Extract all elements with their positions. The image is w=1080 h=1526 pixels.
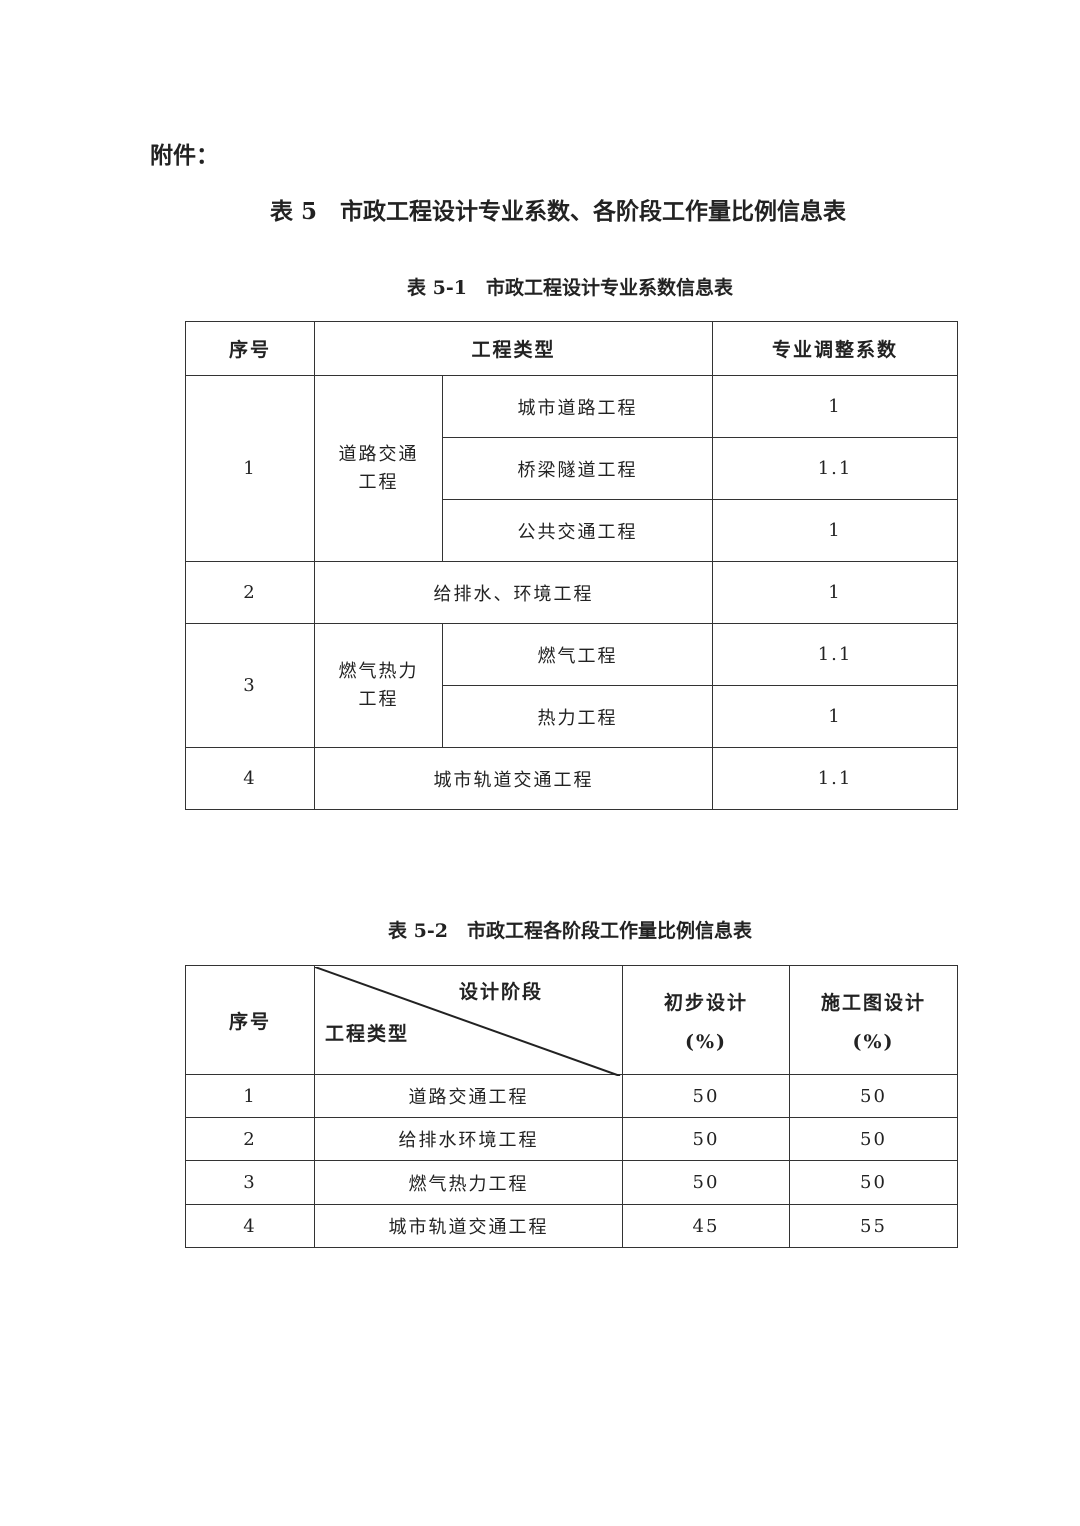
diagonal-line — [315, 966, 621, 1076]
header-no: 序号 — [185, 321, 315, 376]
cell-coef: 1.1 — [712, 623, 959, 686]
header-type: 工程类型 — [313, 321, 714, 376]
cell-coef: 1.1 — [712, 747, 959, 810]
table-row: 4 城市轨道交通工程 1.1 — [185, 747, 959, 810]
table-row: 3 燃气热力工程 燃气工程 1.1 — [185, 623, 959, 748]
cell-prelim: 50 — [622, 1117, 790, 1161]
cell-name: 热力工程 — [441, 685, 714, 748]
main-title: 表 5 市政工程设计专业系数、各阶段工作量比例信息表 — [269, 198, 846, 225]
attachment-label: 附件： — [150, 142, 219, 169]
header-prelim: 初步设计 (%) — [622, 965, 790, 1075]
table-row: 2 给排水、环境工程 1 — [185, 561, 959, 624]
cell-no: 3 — [185, 623, 315, 748]
table-row: 热力工程 1 — [186, 685, 959, 748]
table-row: 3 燃气热力工程 50 50 — [185, 1160, 958, 1205]
cell-construction: 50 — [789, 1117, 958, 1161]
cell-coef: 1.1 — [712, 437, 959, 500]
table-header-row: 序号 设计阶段 工程类型 初步设计 (%) 施工图设计 (%) — [185, 965, 958, 1076]
cell-coef: 1 — [712, 561, 959, 624]
cell-no: 2 — [185, 1117, 315, 1161]
cell-category: 燃气热力工程 — [314, 623, 443, 748]
cell-name: 道路交通工程 — [314, 1074, 623, 1118]
header-diagonal-cell: 设计阶段 工程类型 — [314, 965, 623, 1076]
table-row: 1 道路交通工程 城市道路工程 1 — [185, 375, 959, 562]
cell-no: 3 — [185, 1160, 315, 1205]
header-prelim-label: 初步设计 — [663, 991, 748, 1014]
cell-construction: 50 — [789, 1160, 958, 1205]
cell-no: 1 — [185, 375, 315, 562]
cell-name: 桥梁隧道工程 — [441, 437, 714, 500]
cell-no: 1 — [185, 1074, 315, 1118]
header-prelim-unit: (%) — [684, 1030, 728, 1053]
cell-prelim: 50 — [622, 1160, 790, 1205]
cell-name: 燃气工程 — [441, 623, 714, 686]
stage-ratio-table: 序号 设计阶段 工程类型 初步设计 (%) 施工图设计 (%) 1 道路交通工程 5… — [185, 965, 958, 1248]
category-text: 道路交通工程 — [338, 443, 419, 493]
cell-prelim: 45 — [622, 1204, 790, 1248]
table-header-row: 序号 工程类型 专业调整系数 — [185, 321, 959, 376]
cell-coef: 1 — [712, 499, 959, 562]
cell-coef: 1 — [712, 685, 959, 748]
cell-construction: 55 — [789, 1204, 958, 1248]
cell-prelim: 50 — [622, 1074, 790, 1118]
cell-name: 给排水、环境工程 — [313, 561, 714, 624]
coefficient-table: 序号 工程类型 专业调整系数 1 道路交通工程 城市道路工程 1 桥梁隧道工程 … — [185, 321, 959, 810]
table1-caption: 表 5-1 市政工程设计专业系数信息表 — [407, 277, 733, 299]
table-row: 2 给排水环境工程 50 50 — [185, 1117, 958, 1161]
header-stage: 设计阶段 — [459, 980, 544, 1003]
cell-construction: 50 — [789, 1074, 958, 1118]
cell-name: 城市轨道交通工程 — [313, 747, 714, 810]
cell-name: 燃气热力工程 — [314, 1160, 623, 1205]
cell-name: 城市轨道交通工程 — [314, 1204, 623, 1248]
cell-coef: 1 — [712, 375, 959, 438]
table-row: 桥梁隧道工程 1.1 — [186, 437, 959, 500]
table2-caption: 表 5-2 市政工程各阶段工作量比例信息表 — [388, 920, 752, 942]
header-coef: 专业调整系数 — [712, 321, 959, 376]
cell-name: 公共交通工程 — [441, 499, 714, 562]
cell-no: 2 — [185, 561, 315, 624]
header-construction: 施工图设计 (%) — [789, 965, 958, 1075]
header-no: 序号 — [185, 965, 315, 1075]
table-row: 公共交通工程 1 — [186, 499, 959, 562]
header-type: 工程类型 — [325, 1022, 410, 1045]
header-construction-unit: (%) — [852, 1030, 895, 1053]
cell-no: 4 — [185, 1204, 315, 1248]
table-row: 4 城市轨道交通工程 45 55 — [185, 1204, 958, 1248]
cell-no: 4 — [185, 747, 315, 810]
category-text: 燃气热力工程 — [338, 660, 419, 710]
table-row: 1 道路交通工程 50 50 — [185, 1074, 958, 1118]
cell-category: 道路交通工程 — [314, 375, 443, 562]
header-construction-label: 施工图设计 — [820, 991, 926, 1014]
cell-name: 城市道路工程 — [441, 375, 714, 438]
cell-name: 给排水环境工程 — [314, 1117, 623, 1161]
